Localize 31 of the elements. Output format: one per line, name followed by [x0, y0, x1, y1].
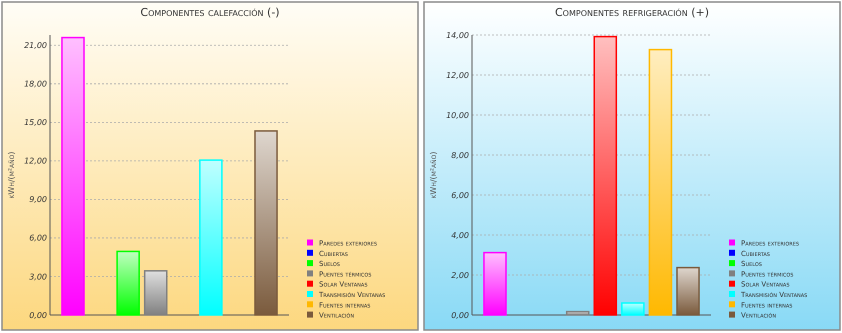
y-tick-label: 21,00 — [24, 41, 47, 50]
y-tick-label: 10,00 — [446, 110, 469, 120]
bar — [199, 159, 223, 316]
bar — [648, 48, 672, 316]
bar — [254, 130, 278, 316]
y-tick-label: 6,00 — [451, 190, 469, 200]
bar — [621, 302, 645, 316]
chart-title: Componentes calefacción (-) — [140, 6, 280, 19]
y-tick-label: 6,00 — [29, 234, 47, 243]
y-axis-title: kWh/(m²año) — [7, 152, 16, 198]
y-tick-label: 0,00 — [451, 310, 469, 320]
y-tick-label: 8,00 — [451, 150, 469, 160]
chart-title: Componentes refrigeración (+) — [554, 6, 710, 19]
y-tick-label: 4,00 — [451, 230, 469, 240]
bar — [61, 36, 85, 316]
bar — [594, 36, 618, 316]
y-tick-label: 15,00 — [24, 118, 47, 128]
bar — [676, 266, 700, 316]
y-tick-label: 12,00 — [24, 156, 47, 166]
y-axis-title: kWh/(m²año) — [429, 152, 438, 198]
y-tick-label: 2,00 — [451, 270, 469, 280]
y-tick-label: 3,00 — [29, 272, 47, 282]
y-tick-label: 0,00 — [29, 310, 47, 320]
bar — [483, 252, 507, 316]
bar — [566, 310, 590, 316]
y-tick-label: 18,00 — [24, 80, 47, 89]
y-tick-label: 12,00 — [446, 70, 469, 80]
y-tick-label: 9,00 — [29, 195, 47, 204]
y-tick-label: 14,00 — [446, 30, 469, 40]
bar — [116, 250, 140, 316]
bar — [144, 270, 168, 316]
